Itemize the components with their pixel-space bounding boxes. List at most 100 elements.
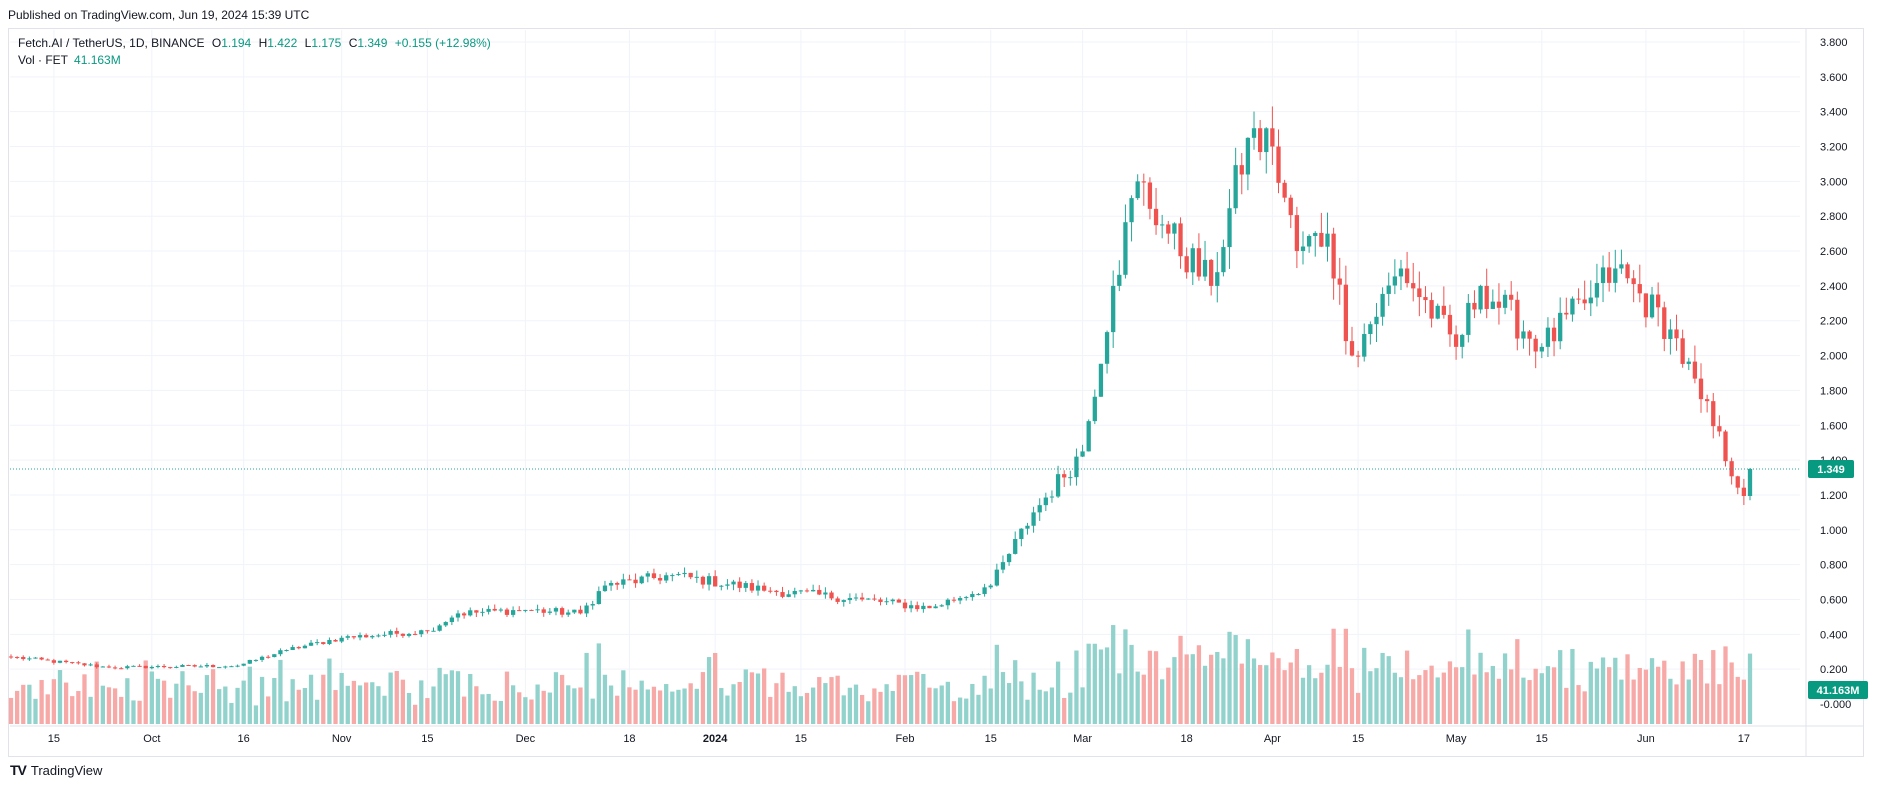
volume-bar: [1117, 673, 1122, 724]
x-tick-label: 2024: [703, 733, 728, 745]
candle-body: [1741, 487, 1747, 496]
volume-bar: [676, 689, 681, 724]
volume-bar: [596, 643, 601, 724]
candle-body: [541, 609, 546, 613]
volume-bar: [339, 672, 344, 724]
x-tick-label: Apr: [1264, 733, 1281, 745]
candle-body: [119, 668, 124, 670]
volume-bar: [88, 696, 93, 724]
high-value: 1.422: [267, 36, 298, 50]
low-label: L: [304, 36, 312, 50]
volume-bar: [921, 673, 926, 724]
candle-body: [535, 609, 540, 611]
candle-body: [713, 576, 718, 587]
candle-body: [76, 662, 81, 664]
candle-body: [1111, 285, 1116, 333]
candle-body: [1025, 525, 1030, 529]
volume-bar: [829, 677, 834, 724]
candle-body: [1245, 137, 1251, 175]
candle-body: [272, 654, 277, 658]
volume-bar: [1123, 629, 1128, 724]
volume-bar: [1404, 650, 1410, 724]
time-axis[interactable]: 15 Oct 16 Nov 15 Dec 18 2024 15 Feb 15 Mar 18 Apr 15 Ma…: [10, 725, 1864, 745]
volume-bar: [1202, 665, 1208, 724]
volume-bar: [1478, 652, 1483, 724]
candle-body: [241, 663, 246, 666]
candle-body: [1698, 378, 1704, 400]
volume-bar: [933, 688, 938, 724]
candle-body: [1031, 512, 1036, 526]
candle-body: [853, 597, 859, 599]
volume-bar: [523, 697, 528, 724]
footer[interactable]: TV TradingView: [10, 762, 102, 778]
candle-body: [829, 592, 834, 599]
volume-bar: [1215, 651, 1220, 724]
candle-body: [1355, 355, 1361, 357]
volume-bar: [1080, 687, 1085, 724]
volume-bar: [1294, 648, 1300, 724]
candle-body: [1013, 539, 1018, 554]
volume-bar: [608, 685, 614, 724]
candle-body: [798, 590, 804, 592]
candle-body: [1349, 341, 1355, 356]
candle-body: [1521, 331, 1526, 339]
x-tick-label: May: [1446, 733, 1467, 745]
candle-body: [357, 635, 363, 638]
candle-body: [94, 664, 99, 668]
candle-body: [1607, 267, 1612, 283]
candle-body: [1711, 401, 1716, 427]
y-tick-label: 0.800: [1820, 560, 1848, 572]
candle-body: [731, 581, 736, 585]
candle-body: [394, 631, 399, 634]
volume-bar: [94, 661, 99, 724]
candle-body: [621, 579, 626, 585]
candle-body: [964, 597, 969, 599]
volume-bar: [896, 674, 902, 724]
candle-body: [1747, 468, 1753, 496]
candle-body: [486, 608, 491, 612]
candle-body: [1202, 259, 1208, 277]
candle-body: [474, 610, 479, 613]
volume-bar: [970, 683, 975, 724]
volume-bar: [1227, 631, 1232, 724]
volume-bar: [284, 701, 289, 724]
volume-bar: [45, 694, 50, 724]
candle-body: [278, 650, 283, 655]
candle-body: [259, 656, 265, 660]
candle-body: [149, 666, 154, 669]
volume-bar: [425, 698, 430, 724]
volume-bar: [1331, 628, 1336, 724]
x-tick-label: 18: [623, 733, 635, 745]
volume-bar: [357, 685, 363, 724]
candle-body: [1674, 329, 1679, 339]
candle-body: [1215, 272, 1220, 286]
candle-body: [792, 591, 797, 595]
volume-bar: [1300, 677, 1306, 724]
volume-bar: [1484, 672, 1489, 724]
volume-bar: [443, 674, 448, 724]
volume-bar: [1417, 675, 1422, 724]
volume-bar: [1251, 658, 1257, 724]
candle-body: [1049, 496, 1055, 498]
candle-body: [131, 665, 136, 667]
volume-bar: [296, 689, 301, 724]
open-label: O: [211, 36, 222, 50]
candle-body: [811, 589, 816, 592]
x-tick-label: Feb: [896, 733, 915, 745]
x-tick-label: Mar: [1073, 733, 1092, 745]
candle-body: [1006, 553, 1012, 563]
candle-body: [847, 598, 853, 601]
volume-bar: [119, 696, 124, 724]
volume-bar: [161, 680, 167, 724]
price-axis[interactable]: -0.0000.2000.4000.6000.8001.0001.2001.40…: [1805, 28, 1851, 757]
candle-body: [143, 665, 148, 669]
candle-body: [1496, 301, 1502, 308]
candle-body: [1649, 294, 1655, 318]
candle-body: [1435, 305, 1440, 319]
volume-bar: [804, 692, 810, 724]
candle-body: [774, 590, 779, 593]
volume-bar: [1747, 653, 1753, 724]
volume-bar: [982, 675, 987, 724]
y-tick-label: -0.000: [1820, 699, 1851, 711]
